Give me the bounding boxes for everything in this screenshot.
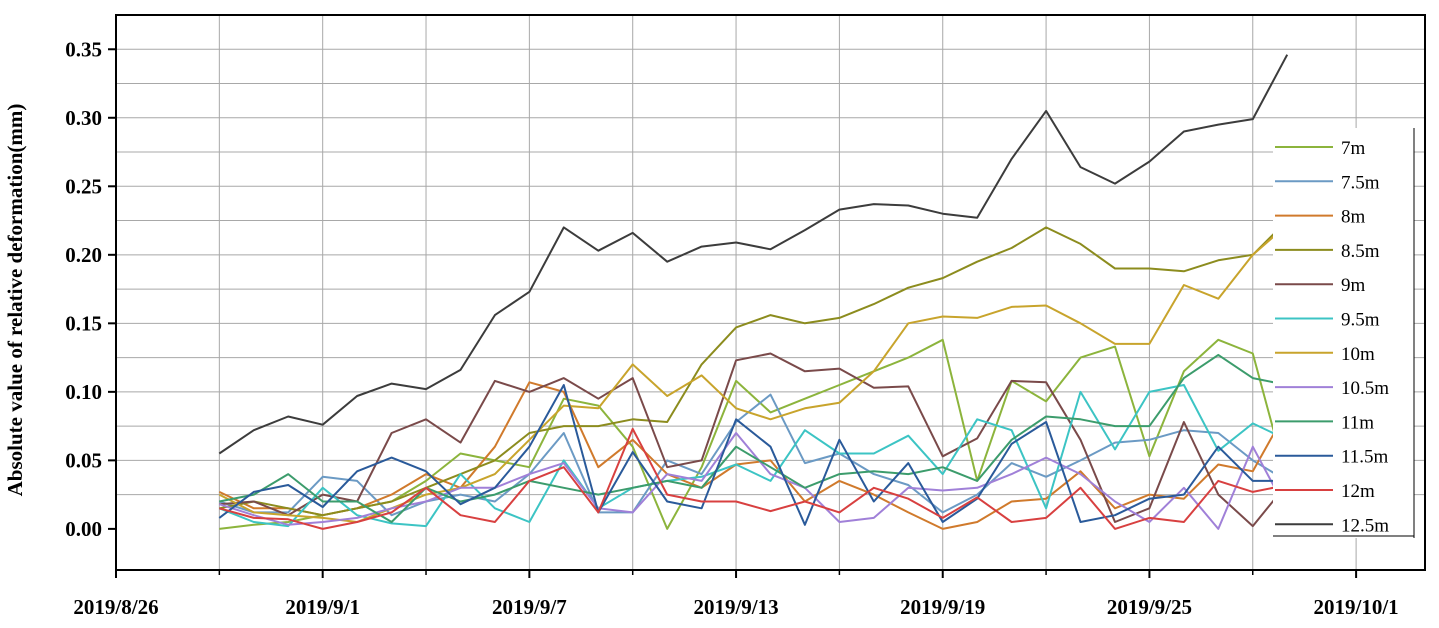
x-tick-label: 2019/9/25 (1107, 595, 1192, 619)
tick-labels: 2019/8/26 2019/9/1 2019/9/7 2019/9/13 2019/9… (65, 37, 1398, 619)
x-tick-label: 2019/9/7 (492, 595, 567, 619)
x-tick-label: 2019/9/13 (693, 595, 778, 619)
x-tick-label: 2019/8/26 (73, 595, 158, 619)
legend: 7m 7.5m 8m 8.5m 9m 9.5m 10m 10.5m 11m 11.5m 12m 12.… (1273, 128, 1415, 538)
y-tick-label: 0.35 (65, 37, 102, 61)
y-tick-label: 0.25 (65, 174, 102, 198)
series-line-11.5m (218, 384, 1288, 526)
series-line-7m (219, 338, 1289, 530)
x-tick-label: 2019/9/1 (285, 595, 360, 619)
series-line-12.5m (218, 54, 1289, 455)
legend-label-7m: 7m (1341, 138, 1366, 159)
legend-label-7.5m: 7.5m (1341, 172, 1380, 193)
series-lines (218, 54, 1289, 530)
legend-label-8.5m: 8.5m (1341, 241, 1380, 262)
series-line-9m (219, 352, 1288, 528)
series-line-8m (218, 381, 1289, 530)
y-tick-label: 0.15 (65, 311, 102, 335)
legend-label-12m: 12m (1341, 481, 1375, 502)
y-tick-label: 0.20 (65, 243, 102, 267)
legend-background (1273, 128, 1414, 538)
legend-label-11m: 11m (1341, 412, 1374, 433)
axis-ticks (108, 48, 1358, 578)
legend-label-9.5m: 9.5m (1341, 310, 1380, 331)
plot-frame (115, 14, 1426, 571)
legend-label-11.5m: 11.5m (1341, 447, 1389, 468)
y-tick-label: 0.05 (65, 448, 102, 472)
legend-label-10m: 10m (1341, 344, 1375, 365)
series-line-7.5m (218, 393, 1288, 517)
y-axis-title: Absolute value of relative deformation(m… (3, 104, 27, 497)
x-tick-label: 2019/9/19 (900, 595, 985, 619)
y-tick-label: 0.30 (65, 106, 102, 130)
legend-label-9m: 9m (1341, 275, 1366, 296)
series-line-12m (219, 427, 1288, 530)
legend-label-10.5m: 10.5m (1341, 378, 1389, 399)
legend-label-12.5m: 12.5m (1341, 515, 1389, 536)
y-tick-label: 0.00 (65, 517, 102, 541)
x-tick-label: 2019/10/1 (1314, 595, 1399, 619)
series-line-11m (219, 353, 1288, 523)
series-line-9.5m (218, 384, 1288, 528)
series-line-8.5m (219, 219, 1288, 517)
legend-label-8m: 8m (1341, 207, 1366, 228)
series-line-10m (218, 223, 1288, 523)
y-tick-label: 0.10 (65, 380, 102, 404)
